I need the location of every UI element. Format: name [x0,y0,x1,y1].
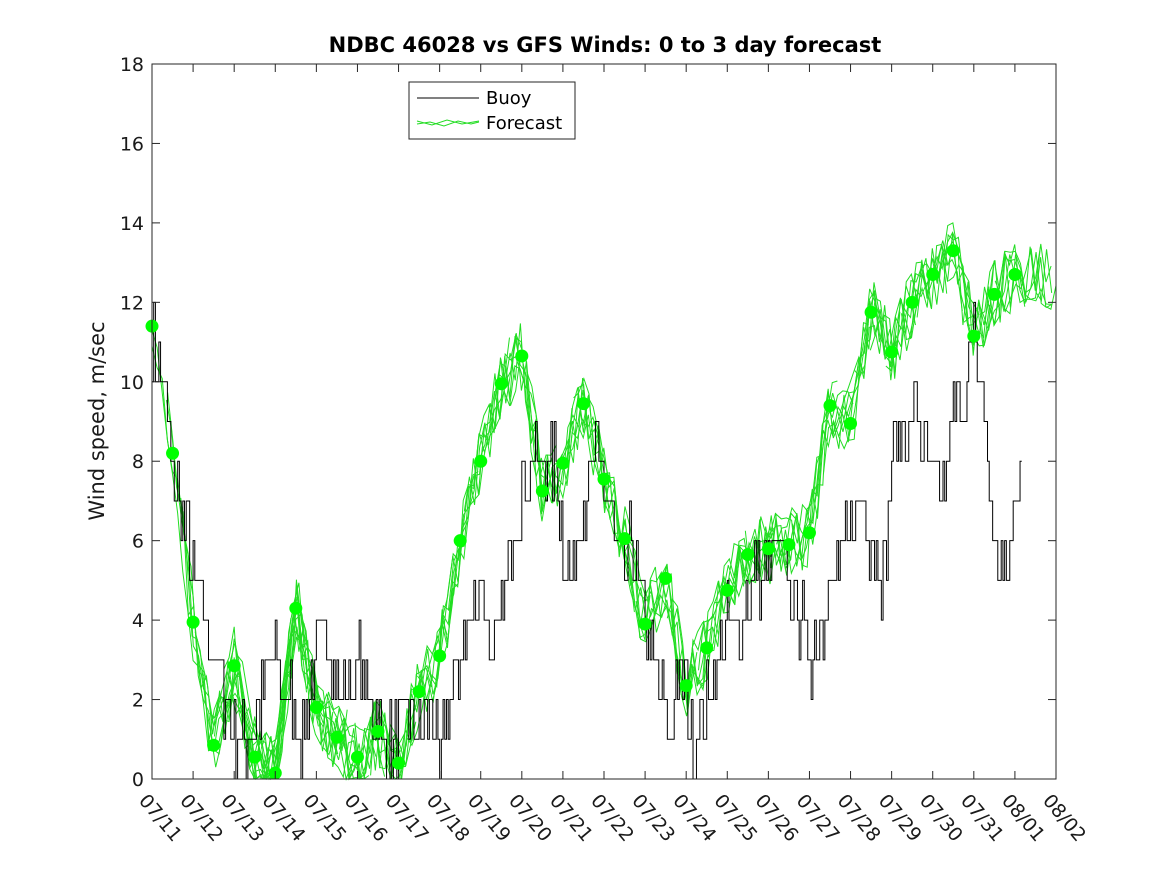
forecast-line [463,353,588,512]
forecast-line [776,292,901,571]
forecast-line [760,282,885,582]
forecast-point [864,305,878,319]
y-tick-label: 10 [120,372,144,394]
y-tick-label: 0 [132,769,144,791]
forecast-point [556,456,570,470]
forecast-point [535,484,549,498]
forecast-point [987,287,1001,301]
forecast-point [515,349,529,363]
forecast-line [588,428,713,703]
forecast-point [248,750,262,764]
forecast-point [761,542,775,556]
forecast-point [433,649,447,663]
y-axis-ticks: 0 2 4 6 8 10 12 14 16 18 [120,54,1056,791]
forecast-point [679,679,693,693]
legend-buoy-label: Buoy [486,88,532,109]
forecast-point [576,397,590,411]
forecast-line [510,333,635,613]
y-tick-label: 2 [132,690,144,712]
forecast-point [782,538,796,552]
forecast-point [289,601,303,615]
forecast-point [741,548,755,562]
forecast-line [151,345,276,780]
forecast-point [350,750,364,764]
forecast-point [166,446,180,460]
forecast-point [1008,268,1022,282]
forecast-point [823,399,837,413]
forecast-point [494,377,508,391]
forecast-point [412,685,426,699]
buoy-series [152,301,1022,780]
forecast-point [844,416,858,430]
forecast-point [392,756,406,770]
legend-forecast-swatch-2 [416,119,480,126]
forecast-point [638,617,652,631]
forecast-line [885,232,1010,372]
forecast-line [385,337,510,780]
forecast-point [453,534,467,548]
forecast-point [700,641,714,655]
legend-box [408,81,576,140]
forecast-line [229,589,354,780]
forecast-point [474,454,488,468]
forecast-point [967,329,981,343]
y-tick-label: 18 [120,54,144,76]
legend-forecast-label: Forecast [486,113,562,134]
forecast-point [905,295,919,309]
legend: Buoy Forecast [408,81,576,140]
forecast-line [994,248,1053,313]
buoy-line [152,301,1022,780]
forecast-point [659,571,673,585]
forecast-line [714,380,838,604]
forecast-point [926,268,940,282]
forecast-point [309,701,323,714]
forecast-point [802,526,816,540]
forecast-point [597,472,611,486]
forecast-line [635,541,760,693]
forecast-line [807,258,932,525]
y-tick-label: 14 [120,213,144,235]
forecast-point [885,345,899,359]
y-axis-label: Wind speed, m/sec [85,321,109,520]
forecast-line [651,526,776,714]
forecast-line [744,321,869,584]
y-tick-label: 12 [120,292,144,314]
forecast-point [618,532,632,546]
forecast-line [932,233,1057,346]
legend-forecast-swatch [416,120,480,127]
forecast-point [946,244,960,258]
forecast-line [417,335,542,695]
forecast-line [916,240,1041,351]
forecast-markers [145,244,1022,780]
y-tick-label: 16 [120,133,144,155]
y-tick-label: 8 [132,451,144,473]
forecast-line [479,333,604,515]
y-tick-label: 6 [132,531,144,553]
forecast-point [227,659,241,673]
forecast-point [330,730,344,744]
forecast-point [186,615,200,629]
forecast-line [979,251,1052,323]
forecast-point [371,724,385,738]
forecast-point [720,583,734,597]
y-tick-label: 4 [132,610,144,632]
forecast-point [207,738,221,752]
chart-title: NDBC 46028 vs GFS Winds: 0 to 3 day fore… [329,33,882,57]
